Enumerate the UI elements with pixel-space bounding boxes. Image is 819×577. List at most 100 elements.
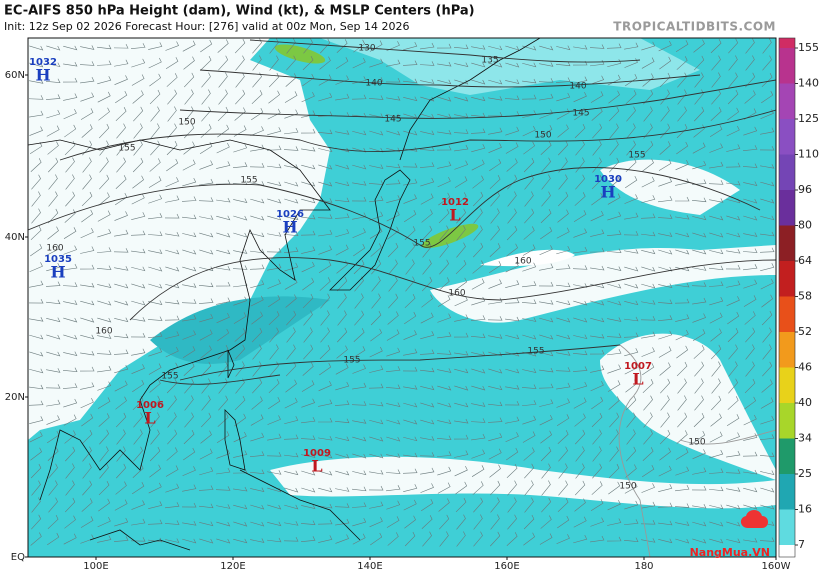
wind-barb bbox=[658, 346, 672, 358]
wind-barb bbox=[522, 125, 536, 137]
wind-barb bbox=[318, 261, 332, 273]
wind-barb bbox=[233, 312, 247, 324]
wind-barb bbox=[46, 299, 61, 305]
wind-barb bbox=[200, 39, 213, 53]
wind-barb bbox=[45, 281, 61, 287]
wind-barb bbox=[759, 537, 775, 542]
wind-barb bbox=[335, 197, 350, 203]
wind-barb bbox=[454, 450, 469, 458]
wind-barb bbox=[166, 447, 178, 461]
wind-barb bbox=[642, 73, 654, 87]
wind-barb bbox=[422, 225, 433, 241]
wind-barb bbox=[301, 246, 316, 254]
wind-barb bbox=[489, 464, 501, 478]
wind-barb bbox=[82, 446, 92, 462]
wind-barb bbox=[184, 89, 194, 105]
wind-barb bbox=[642, 362, 655, 376]
wind-barb bbox=[591, 174, 603, 190]
wind-barb bbox=[505, 142, 519, 154]
wind-barb bbox=[455, 192, 467, 206]
wind-barb bbox=[80, 382, 95, 390]
wind-barb bbox=[63, 317, 78, 323]
wind-barb bbox=[286, 310, 297, 326]
wind-barb bbox=[132, 90, 144, 104]
wind-barb bbox=[131, 482, 145, 495]
colorbar-band bbox=[779, 474, 795, 510]
wind-barb bbox=[590, 91, 604, 103]
wind-barb bbox=[403, 96, 418, 102]
wind-barb bbox=[148, 176, 162, 188]
contour-label: 155 bbox=[118, 144, 135, 154]
wind-barb bbox=[116, 429, 126, 445]
wind-barb bbox=[267, 487, 282, 493]
wind-barb bbox=[420, 419, 435, 425]
wind-barb bbox=[743, 469, 758, 475]
wind-barb bbox=[606, 333, 622, 338]
wind-barb bbox=[148, 57, 162, 69]
wind-barb bbox=[523, 226, 535, 240]
wind-barb bbox=[148, 283, 163, 289]
wind-barb bbox=[150, 429, 160, 445]
wind-barb bbox=[743, 537, 758, 543]
wind-barb bbox=[558, 446, 568, 462]
wind-barb bbox=[286, 327, 296, 343]
wind-barb bbox=[711, 55, 721, 71]
wind-barb bbox=[283, 146, 299, 151]
center-pressure: 1035 bbox=[44, 254, 72, 265]
wind-barb bbox=[114, 517, 129, 527]
wind-barb bbox=[251, 311, 263, 325]
wind-barb bbox=[233, 450, 248, 458]
wind-barb bbox=[711, 361, 721, 377]
wind-barb bbox=[539, 300, 554, 305]
wind-barb bbox=[167, 106, 177, 122]
colorbar-band bbox=[779, 545, 795, 557]
wind-barb bbox=[64, 515, 76, 529]
wind-barb bbox=[403, 348, 418, 356]
wind-barb bbox=[556, 398, 570, 408]
wind-barb bbox=[29, 431, 43, 443]
wind-barb bbox=[199, 249, 214, 255]
wind-barb bbox=[557, 124, 569, 138]
wind-barb bbox=[641, 501, 656, 509]
wind-barb bbox=[692, 313, 706, 323]
wind-barb bbox=[64, 209, 76, 223]
wind-barb bbox=[352, 486, 367, 492]
wind-barb bbox=[165, 232, 180, 237]
wind-barb bbox=[743, 108, 757, 120]
wind-barb bbox=[63, 61, 78, 67]
wind-barb bbox=[82, 157, 92, 173]
wind-barb bbox=[63, 93, 78, 101]
wind-barb bbox=[694, 378, 704, 394]
wind-barb bbox=[573, 76, 588, 84]
wind-barb bbox=[658, 520, 673, 526]
wind-barb bbox=[63, 414, 77, 426]
wind-barb bbox=[250, 198, 265, 204]
wind-barb bbox=[760, 434, 775, 440]
wind-barb bbox=[590, 499, 604, 511]
wind-barb bbox=[761, 90, 774, 104]
wind-barb bbox=[165, 177, 179, 188]
wind-barb bbox=[641, 300, 656, 305]
wind-barb bbox=[726, 487, 741, 492]
wind-barb bbox=[709, 296, 724, 306]
wind-barb bbox=[693, 39, 705, 53]
wind-barb bbox=[81, 124, 93, 138]
wind-barb bbox=[250, 181, 265, 186]
wind-barb bbox=[149, 89, 161, 105]
wind-barb bbox=[454, 44, 469, 50]
wind-barb bbox=[284, 127, 299, 135]
wind-barb bbox=[505, 261, 519, 273]
wind-barb bbox=[470, 418, 486, 423]
wind-barb bbox=[46, 78, 61, 84]
wind-barb bbox=[130, 537, 146, 542]
center-pressure: 1007 bbox=[624, 361, 652, 372]
wind-barb bbox=[439, 259, 449, 275]
wind-barb bbox=[63, 108, 77, 120]
wind-barb bbox=[354, 310, 364, 326]
wind-barb bbox=[488, 297, 503, 305]
wind-barb bbox=[201, 106, 211, 122]
wind-barb bbox=[454, 62, 469, 68]
wind-barb bbox=[114, 266, 129, 271]
wind-barb bbox=[216, 197, 231, 203]
wind-barb bbox=[436, 43, 452, 49]
